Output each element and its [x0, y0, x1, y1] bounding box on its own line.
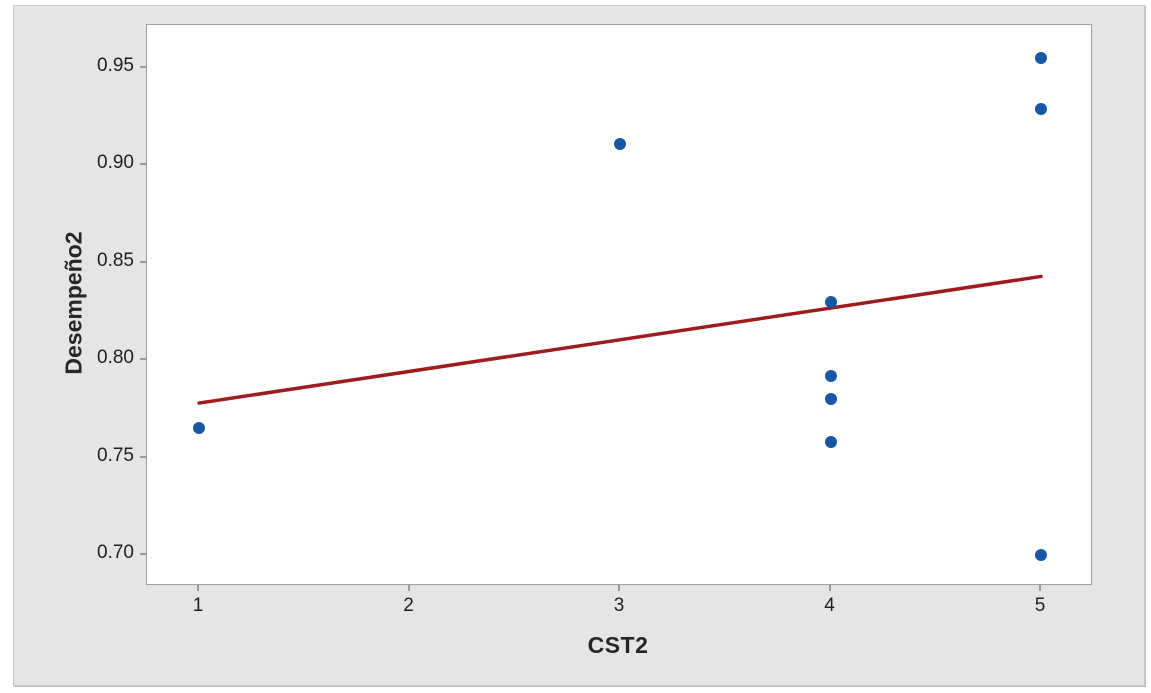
- x-axis-tick-label: 5: [1034, 595, 1046, 616]
- y-axis-tick: [140, 260, 146, 263]
- data-point: [824, 393, 837, 406]
- x-axis-tick: [1039, 585, 1041, 591]
- y-axis-tick: [140, 358, 146, 361]
- data-point: [824, 436, 837, 448]
- y-axis-tick: [140, 455, 146, 458]
- x-axis-tick: [197, 585, 200, 591]
- data-point: [824, 369, 837, 382]
- x-axis-tick-label: 3: [613, 595, 625, 616]
- data-point: [193, 422, 206, 435]
- x-axis-tick: [618, 585, 621, 591]
- y-axis-tick: [140, 163, 146, 166]
- data-point: [1035, 102, 1047, 115]
- y-axis-tick-label: 0.90: [97, 152, 134, 174]
- data-point: [824, 295, 837, 308]
- regression-fit-line: [197, 274, 1043, 405]
- y-axis-tick-label: 0.95: [97, 55, 134, 77]
- y-axis-tick-label: 0.70: [97, 541, 134, 563]
- x-axis-title: CST2: [587, 632, 649, 658]
- fit-line-layer: [197, 274, 1043, 405]
- y-axis-tick: [140, 66, 146, 69]
- x-axis-tick: [828, 585, 831, 591]
- x-axis-tick-label: 1: [192, 595, 204, 616]
- x-axis-tick-label: 4: [824, 595, 835, 616]
- y-axis-tick: [140, 552, 146, 555]
- y-axis-tick-label: 0.85: [97, 249, 134, 271]
- chart-panel: CST2 Desempeño2 1 2 3 4 5 0.70 0.75 0.80 0.85 0.9…: [13, 5, 1145, 686]
- y-axis-tick-label: 0.80: [97, 347, 134, 369]
- data-point: [1035, 548, 1047, 561]
- plot-area: [146, 24, 1092, 585]
- x-axis-tick: [407, 585, 410, 591]
- y-axis-title: Desempeño2: [60, 231, 87, 375]
- y-axis-tick-label: 0.75: [97, 444, 134, 466]
- data-point: [1035, 52, 1047, 65]
- data-point: [614, 138, 627, 150]
- x-axis-tick-label: 2: [403, 595, 414, 616]
